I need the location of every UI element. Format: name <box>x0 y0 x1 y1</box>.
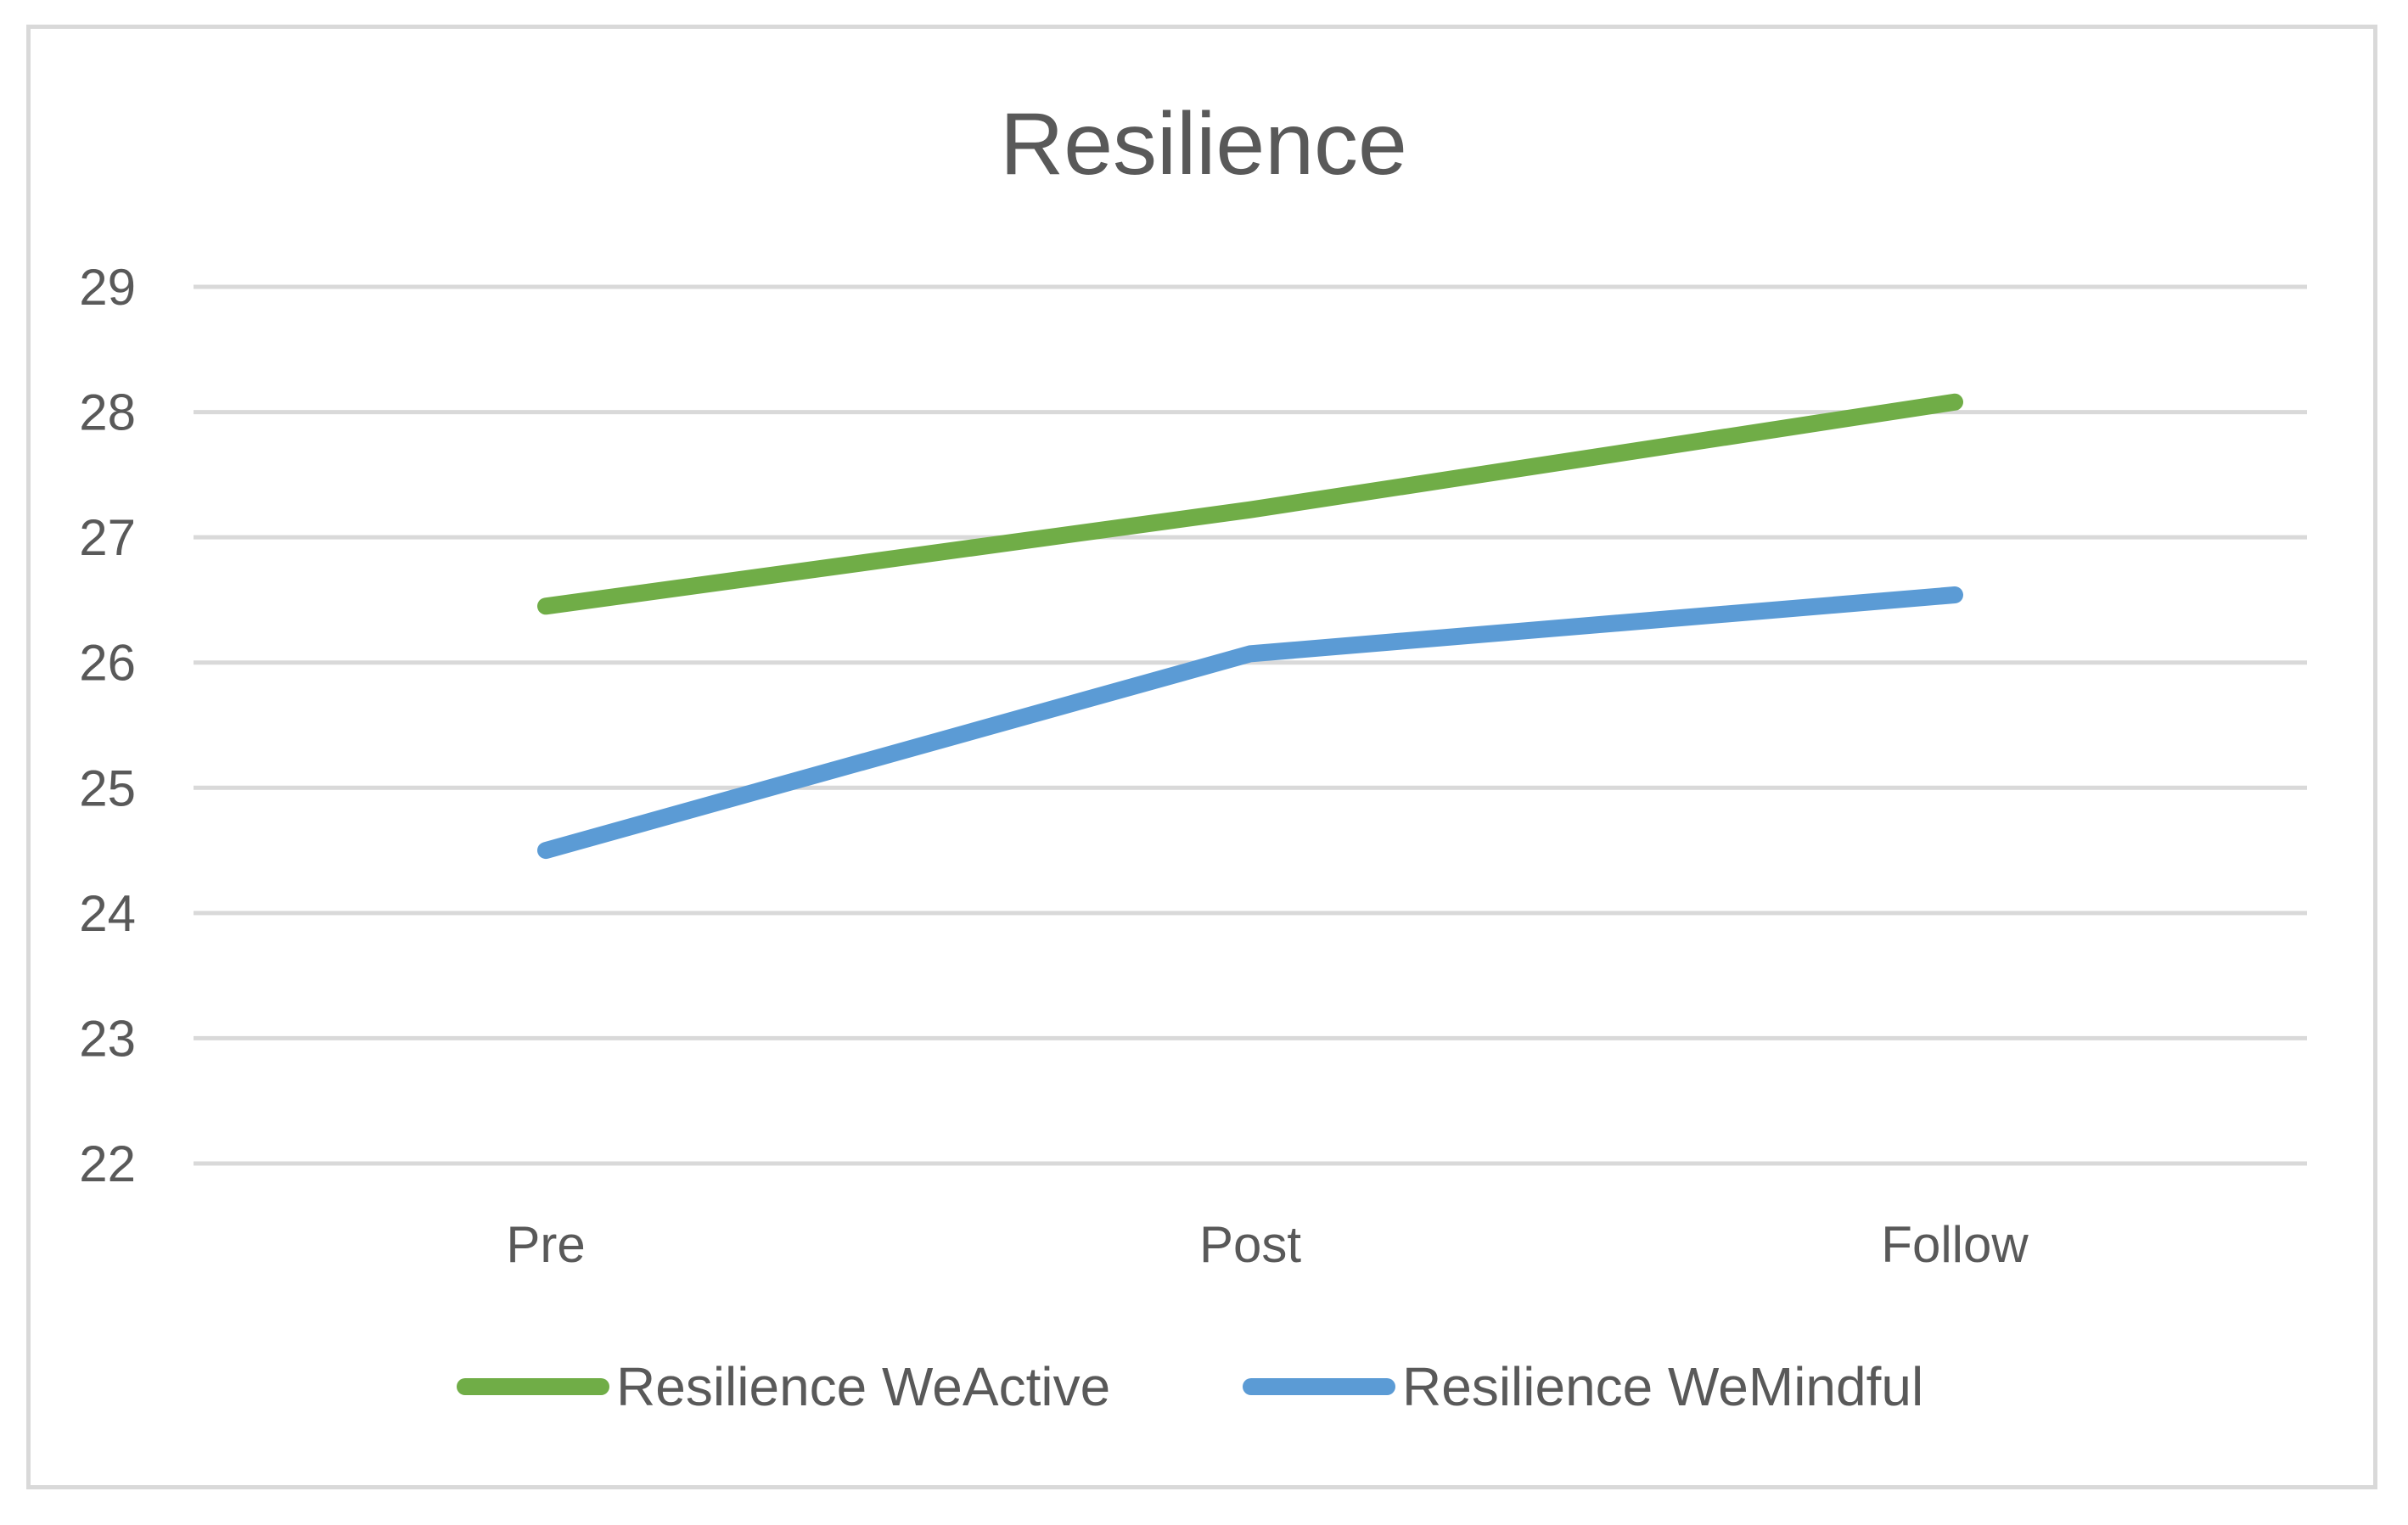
y-tick-label: 29 <box>79 259 136 316</box>
y-tick-label: 25 <box>79 760 136 816</box>
series-lines <box>537 393 1963 860</box>
legend-label: Resilience WeMindful <box>1402 1356 1923 1417</box>
y-tick-label: 22 <box>79 1135 136 1192</box>
chart-frame <box>26 25 2377 1489</box>
x-axis-tick-labels: Pre Post Follow <box>506 1216 2029 1273</box>
y-tick-label: 28 <box>79 384 136 441</box>
x-tick-label: Follow <box>1881 1216 2029 1273</box>
y-axis-tick-labels: 22 23 24 25 26 27 28 29 <box>79 259 136 1192</box>
y-tick-label: 26 <box>79 635 136 692</box>
series-line-2 <box>537 586 1963 860</box>
legend-label: Resilience WeActive <box>616 1356 1110 1417</box>
x-tick-label: Post <box>1199 1216 1301 1273</box>
x-tick-label: Pre <box>506 1216 585 1273</box>
legend: Resilience WeActive Resilience WeMindful <box>457 1356 1923 1417</box>
series-line-1 <box>537 393 1963 615</box>
y-tick-label: 24 <box>79 885 136 942</box>
y-tick-label: 27 <box>79 509 136 566</box>
chart-title: Resilience <box>1000 95 1407 193</box>
gridlines <box>194 284 2307 1166</box>
y-tick-label: 23 <box>79 1010 136 1067</box>
